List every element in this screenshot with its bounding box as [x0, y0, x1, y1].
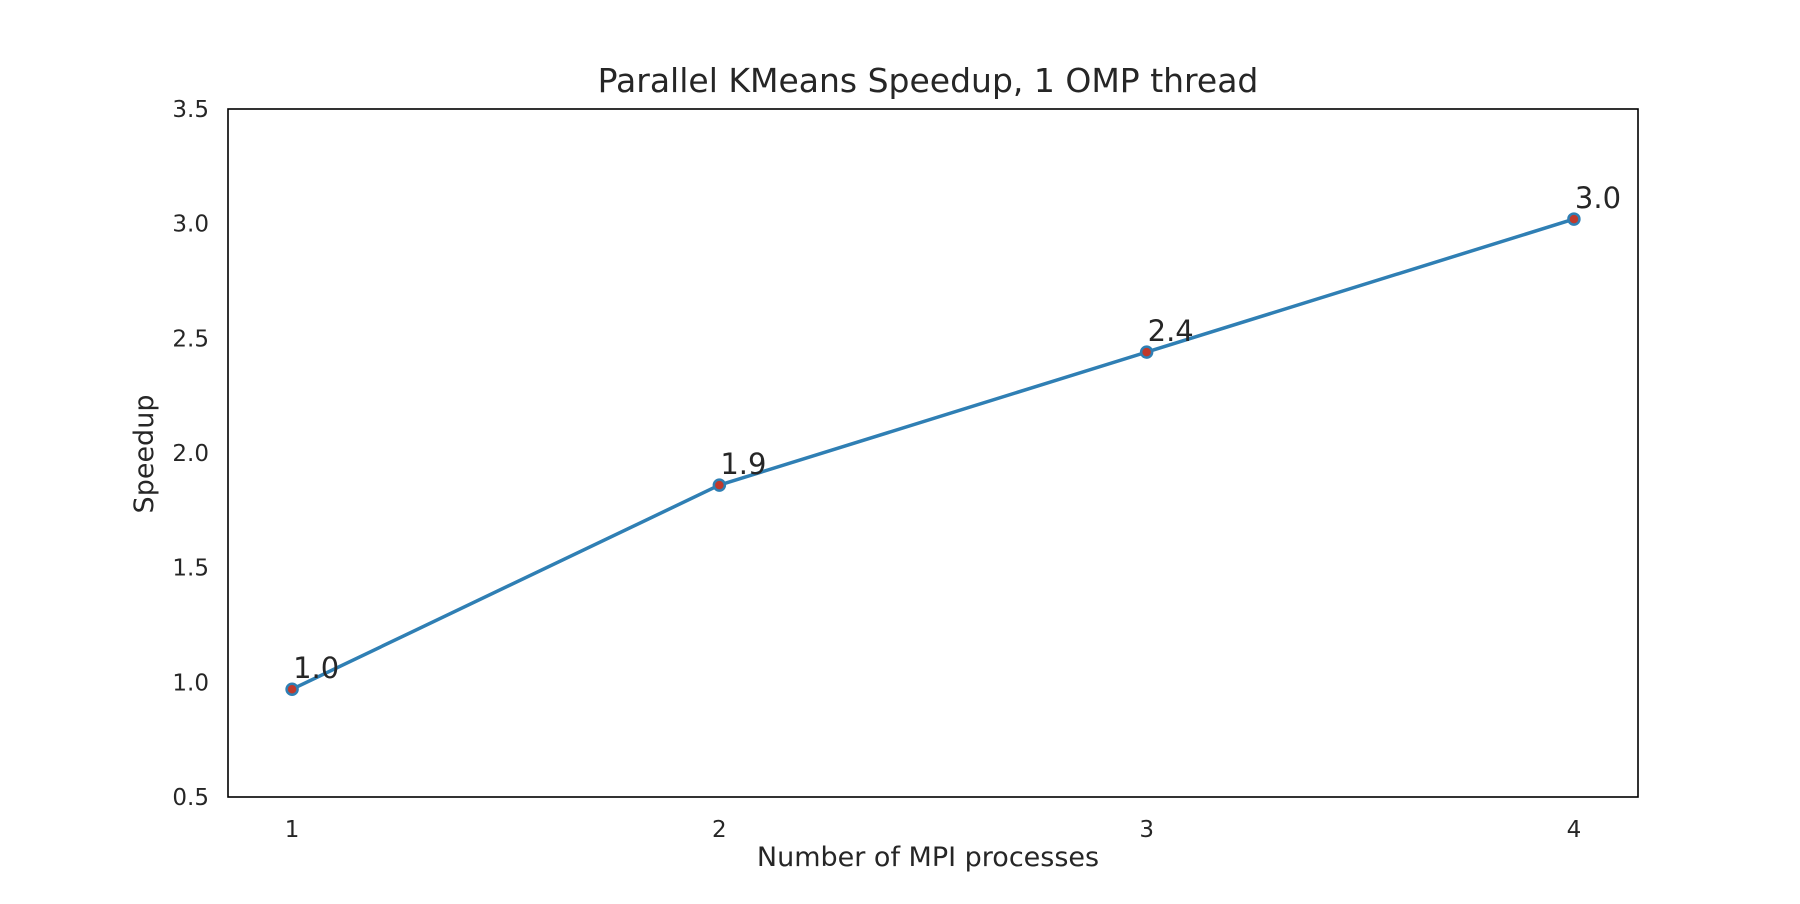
data-point [1567, 212, 1581, 226]
data-label: 2.4 [1148, 314, 1194, 348]
x-tick-label: 2 [712, 817, 727, 843]
x-tick-label: 3 [1139, 817, 1154, 843]
data-point [712, 478, 727, 492]
plot-area: 0.5 1.0 1.5 2.0 2.5 3.0 3.5 1 2 3 4 1.0 1.9 2.4 3.0 [172, 97, 1639, 843]
data-point [1139, 345, 1154, 359]
x-tick-label: 1 [285, 817, 300, 843]
data-label: 1.9 [720, 447, 766, 481]
y-axis-label: Speedup [129, 395, 160, 514]
y-tick-label: 0.5 [172, 785, 209, 811]
y-tick-label: 1.0 [172, 670, 209, 696]
y-tick-label: 1.5 [172, 556, 209, 582]
y-tick-label: 2.0 [172, 441, 209, 467]
data-point [285, 682, 299, 696]
y-tick-label: 3.0 [172, 212, 209, 238]
axes-frame [227, 108, 1639, 798]
x-tick-label: 4 [1567, 817, 1582, 843]
data-label: 1.0 [293, 651, 339, 685]
data-label: 3.0 [1575, 181, 1621, 215]
y-tick-label: 3.5 [172, 97, 209, 123]
y-tick-label: 2.5 [172, 326, 209, 352]
chart-title: Parallel KMeans Speedup, 1 OMP thread [598, 61, 1259, 100]
x-axis-label: Number of MPI processes [757, 842, 1099, 873]
series-line [291, 217, 1575, 691]
